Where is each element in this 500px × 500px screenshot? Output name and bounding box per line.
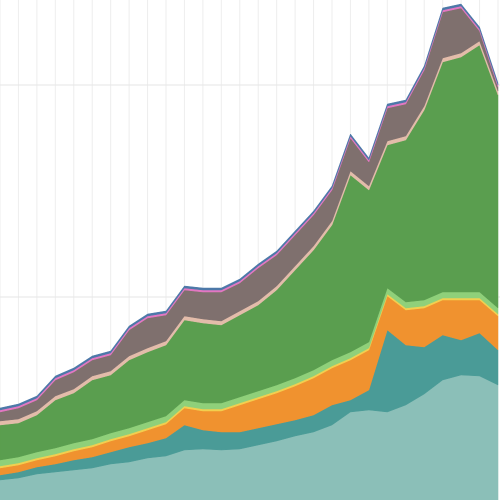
area xyxy=(0,3,499,411)
